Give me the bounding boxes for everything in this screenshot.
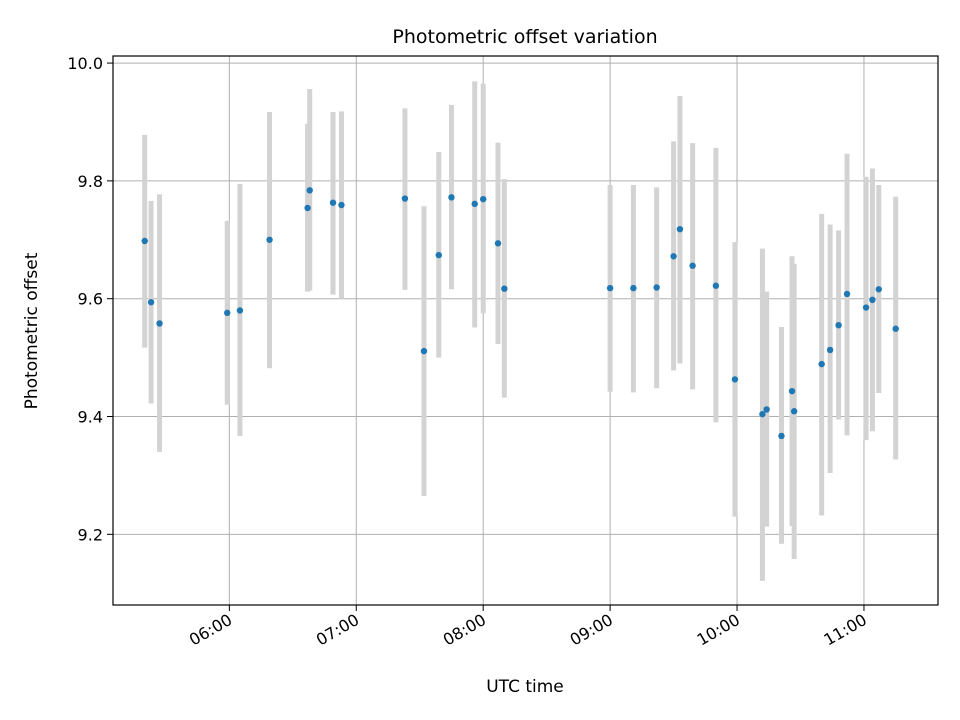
y-tick-label: 10.0 — [67, 54, 103, 73]
data-point — [869, 296, 876, 304]
y-tick-label: 9.2 — [78, 525, 103, 544]
data-point — [670, 253, 677, 260]
data-point — [835, 321, 842, 329]
data-point — [862, 304, 870, 311]
data-point — [401, 195, 409, 202]
data-point — [759, 410, 766, 418]
x-axis-label: UTC time — [486, 677, 564, 697]
data-point — [141, 237, 148, 245]
data-point — [790, 408, 798, 415]
data-point — [306, 187, 313, 194]
data-point — [676, 225, 684, 233]
data-point — [630, 284, 637, 292]
data-point — [448, 194, 455, 201]
data-point — [236, 307, 244, 314]
data-point — [224, 309, 231, 317]
data-point — [763, 406, 770, 413]
data-point — [712, 282, 720, 289]
data-point — [494, 240, 502, 247]
data-point — [778, 432, 785, 440]
data-point — [826, 346, 834, 354]
data-point — [843, 290, 851, 298]
data-point — [479, 195, 487, 203]
y-tick-label: 9.6 — [78, 290, 103, 309]
data-point — [788, 387, 796, 395]
data-point — [892, 325, 899, 332]
y-tick-label: 9.8 — [78, 172, 103, 191]
data-point — [420, 347, 428, 355]
data-point — [304, 204, 311, 212]
data-points — [141, 187, 899, 440]
data-point — [329, 199, 337, 206]
data-point — [689, 262, 696, 269]
data-point — [606, 284, 614, 292]
chart-title: Photometric offset variation — [392, 26, 657, 48]
y-tick-label: 9.4 — [78, 408, 103, 427]
data-point — [471, 200, 478, 208]
data-point — [731, 376, 739, 383]
data-point — [501, 285, 508, 292]
data-point — [338, 201, 345, 209]
data-point — [435, 251, 442, 259]
data-point — [156, 320, 163, 327]
data-point — [653, 284, 660, 291]
data-point — [875, 286, 882, 293]
plot-area-frame — [112, 55, 939, 606]
y-axis-label: Photometric offset — [22, 252, 42, 409]
data-point — [818, 360, 825, 368]
data-point — [147, 299, 155, 306]
data-point — [266, 236, 273, 243]
